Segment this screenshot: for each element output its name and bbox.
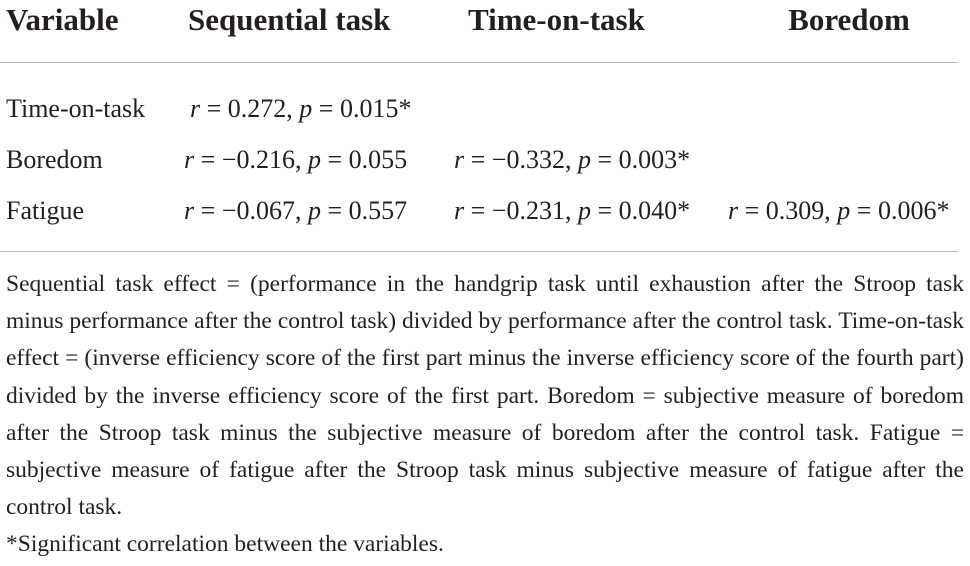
correlation-table-header: Variable Sequential task Time-on-task Bo…: [6, 0, 964, 46]
table-row: Time-on-task r = 0.272, p = 0.015*: [6, 83, 964, 134]
cell-time-on-task-boredom: [724, 83, 964, 134]
table-bottom-rule: [0, 251, 958, 252]
cell-time-on-task-sequential: r = 0.272, p = 0.015*: [190, 93, 412, 123]
row-label-fatigue: Fatigue: [6, 195, 84, 225]
cell-boredom-time-on-task: r = −0.332, p = 0.003*: [454, 144, 691, 174]
cell-time-on-task-time-on-task: [448, 83, 724, 134]
table-row: Fatigue r = −0.067, p = 0.557 r = −0.231…: [6, 185, 964, 236]
table-top-rule: [0, 62, 958, 63]
cell-fatigue-time-on-task: r = −0.231, p = 0.040*: [454, 195, 691, 225]
correlation-table: Time-on-task r = 0.272, p = 0.015* Bored…: [6, 83, 964, 236]
header-boredom: Boredom: [788, 2, 910, 37]
header-variable: Variable: [6, 2, 119, 37]
table-footnote: Sequential task effect = (performance in…: [6, 266, 964, 564]
cell-boredom-boredom: [724, 134, 964, 185]
header-time-on-task: Time-on-task: [468, 2, 645, 37]
footnote-definitions: Sequential task effect = (performance in…: [6, 271, 964, 521]
table-row: Boredom r = −0.216, p = 0.055 r = −0.332…: [6, 134, 964, 185]
header-sequential-task: Sequential task: [188, 2, 391, 37]
row-label-time-on-task: Time-on-task: [6, 93, 146, 123]
cell-fatigue-boredom: r = 0.309, p = 0.006*: [728, 195, 950, 225]
cell-fatigue-sequential: r = −0.067, p = 0.557: [184, 195, 408, 225]
cell-boredom-sequential: r = −0.216, p = 0.055: [184, 144, 408, 174]
header-row: Variable Sequential task Time-on-task Bo…: [6, 0, 964, 46]
correlation-table-body: Time-on-task r = 0.272, p = 0.015* Bored…: [6, 83, 964, 236]
footnote-significance: *Significant correlation between the var…: [6, 531, 444, 558]
correlation-table-container: Variable Sequential task Time-on-task Bo…: [6, 0, 964, 46]
row-label-boredom: Boredom: [6, 144, 103, 174]
